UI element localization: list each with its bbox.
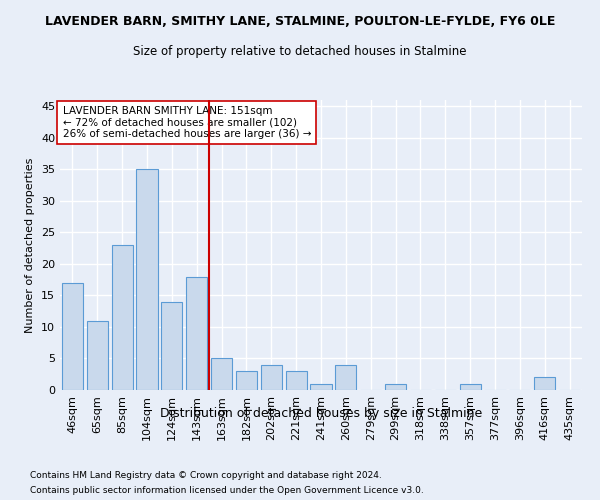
Bar	[460, 384, 481, 390]
Bar	[161, 302, 182, 390]
Bar	[87, 320, 108, 390]
Bar	[335, 365, 356, 390]
Bar	[236, 371, 257, 390]
Bar	[136, 170, 158, 390]
Text: Contains HM Land Registry data © Crown copyright and database right 2024.: Contains HM Land Registry data © Crown c…	[30, 471, 382, 480]
Bar	[534, 378, 555, 390]
Bar	[186, 276, 207, 390]
Text: LAVENDER BARN, SMITHY LANE, STALMINE, POULTON-LE-FYLDE, FY6 0LE: LAVENDER BARN, SMITHY LANE, STALMINE, PO…	[45, 15, 555, 28]
Text: LAVENDER BARN SMITHY LANE: 151sqm
← 72% of detached houses are smaller (102)
26%: LAVENDER BARN SMITHY LANE: 151sqm ← 72% …	[62, 106, 311, 139]
Y-axis label: Number of detached properties: Number of detached properties	[25, 158, 35, 332]
Bar	[286, 371, 307, 390]
Text: Size of property relative to detached houses in Stalmine: Size of property relative to detached ho…	[133, 45, 467, 58]
Bar	[62, 283, 83, 390]
Bar	[261, 365, 282, 390]
Bar	[310, 384, 332, 390]
Bar	[112, 245, 133, 390]
Text: Distribution of detached houses by size in Stalmine: Distribution of detached houses by size …	[160, 408, 482, 420]
Bar	[385, 384, 406, 390]
Bar	[211, 358, 232, 390]
Text: Contains public sector information licensed under the Open Government Licence v3: Contains public sector information licen…	[30, 486, 424, 495]
